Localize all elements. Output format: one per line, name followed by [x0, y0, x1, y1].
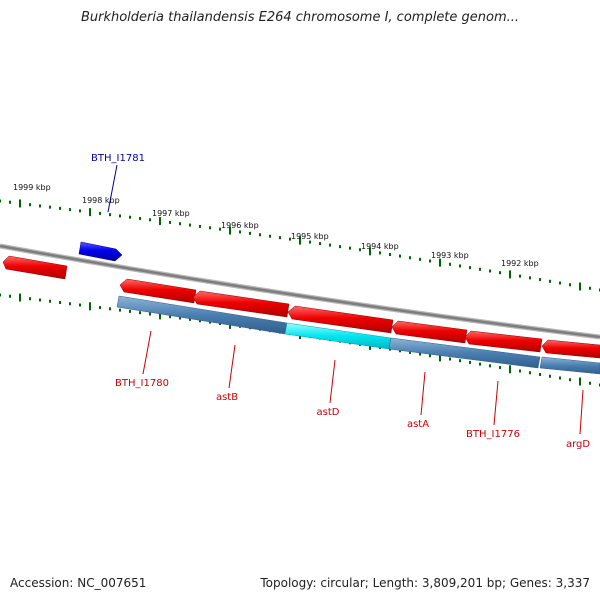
kbp-label: 1993 kbp — [431, 251, 469, 260]
reverse-gene-track[interactable] — [2, 255, 600, 359]
gene-label-argD[interactable]: argD — [566, 439, 590, 450]
chromosome-backbone-core — [0, 244, 600, 339]
label-leaders — [107, 164, 584, 435]
kbp-label: 1998 kbp — [82, 196, 120, 205]
gene-argD[interactable] — [541, 339, 600, 359]
operon-segment[interactable] — [388, 337, 541, 369]
gene-labels: BTH_I1781 BTH_I1780 astB astD astA BTH_I… — [91, 153, 590, 450]
accession-text: Accession: NC_007651 — [10, 576, 147, 590]
leader-line — [142, 330, 152, 375]
leader-line — [493, 380, 499, 426]
map-title: Burkholderia thailandensis E264 chromoso… — [80, 10, 520, 25]
kbp-label: 1999 kbp — [13, 183, 51, 192]
gene-BTH_I1781[interactable] — [78, 241, 123, 262]
topology-text: Topology: circular; Length: 3,809,201 bp… — [260, 576, 590, 590]
gene-astD[interactable] — [287, 305, 394, 334]
kbp-label: 1996 kbp — [221, 221, 259, 230]
gene-label-astB[interactable]: astB — [216, 392, 238, 403]
kbp-label: 1997 kbp — [152, 209, 190, 218]
gene-label-BTH_I1780[interactable]: BTH_I1780 — [115, 378, 169, 389]
gene-label-astA[interactable]: astA — [407, 419, 429, 430]
gene-label-astD[interactable]: astD — [317, 407, 340, 418]
kbp-label: 1995 kbp — [291, 232, 329, 241]
leader-line — [579, 389, 584, 435]
kbp-label: 1992 kbp — [501, 259, 539, 268]
gene-label-BTH_I1781[interactable]: BTH_I1781 — [91, 153, 145, 164]
leader-line — [329, 359, 336, 404]
leader-line — [420, 371, 426, 416]
gene-BTH_I1776[interactable] — [464, 330, 543, 353]
gene-label-BTH_I1776[interactable]: BTH_I1776 — [466, 429, 520, 440]
operon-segment[interactable] — [539, 356, 600, 375]
gene-astB[interactable] — [192, 290, 290, 318]
gene-BTH_I1780[interactable] — [119, 278, 197, 304]
leader-line — [107, 164, 118, 213]
gene-astA[interactable] — [391, 320, 468, 344]
leader-line — [228, 344, 236, 389]
gene-left-partial[interactable] — [2, 255, 68, 280]
kbp-label: 1994 kbp — [361, 242, 399, 251]
kbp-scale: 1999 kbp 1998 kbp 1997 kbp 1996 kbp 1995… — [13, 183, 539, 268]
outer-tick-track — [0, 199, 600, 292]
operon-track[interactable] — [116, 295, 600, 375]
